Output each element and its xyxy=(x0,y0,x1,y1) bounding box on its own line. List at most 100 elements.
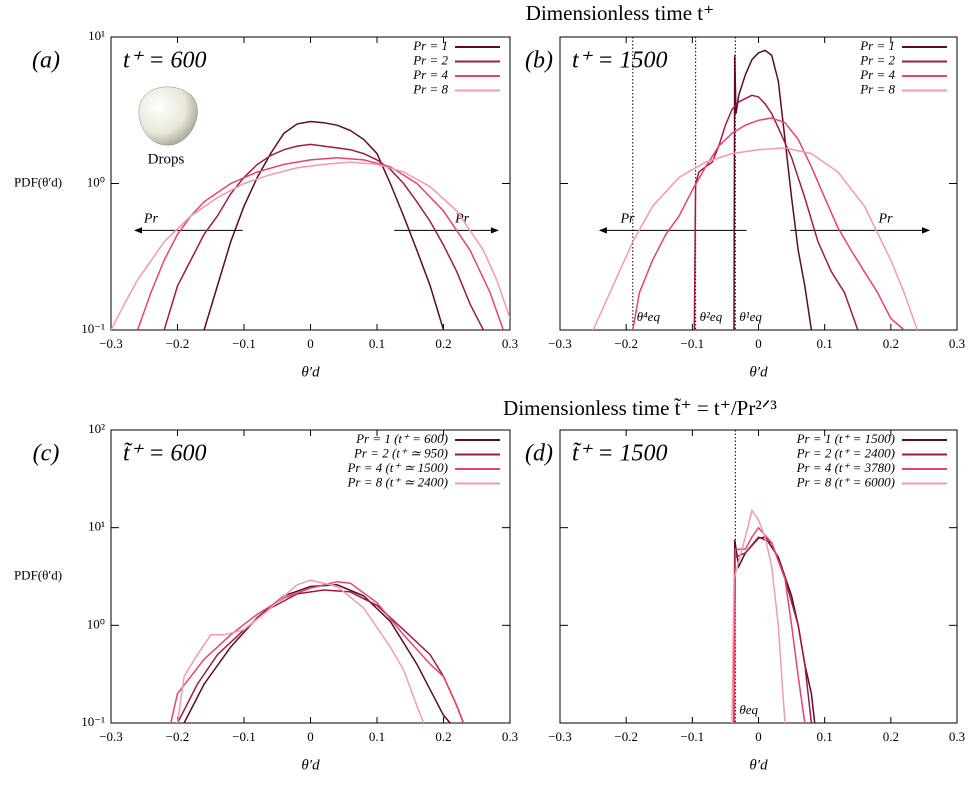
y-tick-label: 10² xyxy=(88,421,105,436)
x-tick-label: −0.2 xyxy=(614,336,638,351)
panel-label: (a) xyxy=(32,48,60,74)
x-axis-label: θ′d xyxy=(301,757,320,773)
pdf-curve xyxy=(592,147,919,330)
x-tick-label: −0.1 xyxy=(681,729,705,744)
plot-area xyxy=(592,49,919,330)
y-tick-label: 10¹ xyxy=(88,519,105,534)
x-tick-label: 0.1 xyxy=(817,336,833,351)
pdf-curve xyxy=(731,508,786,723)
legend-label: Pr = 4 (t⁺ = 3780) xyxy=(796,460,895,475)
x-tick-label: 0 xyxy=(755,336,762,351)
panel-annotation: t̃⁺ = 600 xyxy=(123,441,207,467)
x-tick-label: 0.2 xyxy=(883,336,899,351)
x-axis-label: θ′d xyxy=(749,757,768,773)
x-tick-label: 0 xyxy=(307,729,314,744)
plot-frame xyxy=(110,429,511,724)
y-tick-label: 10⁰ xyxy=(87,616,105,631)
pdf-curve xyxy=(183,584,451,723)
equilibrium-label: θ¹eq xyxy=(739,309,762,324)
pdf-curve xyxy=(170,580,465,723)
pdf-curve xyxy=(176,589,465,723)
legend-label: Pr = 8 (t⁺ = 6000) xyxy=(796,474,895,489)
x-tick-label: 0 xyxy=(307,336,314,351)
heading: Dimensionless time t̃⁺ = t⁺/Pr²ᐟ³ xyxy=(503,396,777,420)
y-axis-label: PDF(θ′d) xyxy=(14,567,62,582)
legend-label: Pr = 1 (t⁺ = 1500) xyxy=(796,431,895,446)
x-tick-label: 0.3 xyxy=(949,336,965,351)
pdf-curve xyxy=(693,94,859,330)
pdf-curve xyxy=(176,579,425,723)
x-tick-label: −0.3 xyxy=(548,729,572,744)
panel-label: (b) xyxy=(525,48,553,74)
x-tick-label: 0.3 xyxy=(502,336,518,351)
pdf-curve xyxy=(733,536,816,723)
x-tick-label: 0.3 xyxy=(502,729,518,744)
plot-area xyxy=(170,579,465,723)
pdf-curve xyxy=(632,117,905,330)
x-axis-label: θ′d xyxy=(301,364,320,380)
panel-label: (d) xyxy=(525,441,553,467)
legend-label: Pr = 2 xyxy=(412,52,448,67)
legend-label: Pr = 1 xyxy=(412,38,448,53)
x-tick-label: −0.2 xyxy=(614,729,638,744)
legend-label: Pr = 4 xyxy=(859,67,895,82)
equilibrium-label: θ²eq xyxy=(700,309,723,324)
x-axis-label: θ′d xyxy=(749,364,768,380)
x-tick-label: 0.2 xyxy=(435,336,451,351)
x-tick-label: 0.3 xyxy=(949,729,965,744)
x-tick-label: −0.1 xyxy=(681,336,705,351)
legend-label: Pr = 1 xyxy=(859,38,895,53)
x-tick-label: −0.3 xyxy=(99,336,123,351)
heading: Dimensionless time t⁺ xyxy=(526,1,714,25)
plot-area xyxy=(731,508,816,723)
legend-label: Pr = 8 xyxy=(412,81,448,96)
plot-area xyxy=(111,120,510,330)
legend-label: Pr = 2 (t⁺ ≃ 950) xyxy=(353,445,448,460)
legend-label: Pr = 1 (t⁺ = 600) xyxy=(355,431,448,446)
panel-annotation: t⁺ = 600 xyxy=(123,48,207,74)
x-tick-label: −0.2 xyxy=(166,729,190,744)
pdf-curve xyxy=(733,536,813,723)
panel-annotation: t̃⁺ = 1500 xyxy=(572,441,668,467)
pdf-curve xyxy=(733,49,813,330)
y-tick-label: 10⁰ xyxy=(87,174,105,189)
legend-label: Pr = 8 xyxy=(859,81,895,96)
plot-frame xyxy=(559,36,958,331)
legend-label: Pr = 2 (t⁺ = 2400) xyxy=(796,445,895,460)
x-tick-label: −0.3 xyxy=(548,336,572,351)
y-tick-label: 10⁻¹ xyxy=(81,714,105,729)
equilibrium-label: θ⁴eq xyxy=(637,309,661,324)
pdf-curve xyxy=(163,143,485,330)
legend-label: Pr = 8 (t⁺ ≃ 2400) xyxy=(346,474,448,489)
pr-arrow-label: Pr xyxy=(619,212,635,227)
plot-frame xyxy=(559,429,958,724)
legend-label: Pr = 4 xyxy=(412,67,448,82)
x-tick-label: 0.1 xyxy=(369,336,385,351)
drop-caption: Drops xyxy=(148,151,185,167)
legend-label: Pr = 4 (t⁺ ≃ 1500) xyxy=(346,460,448,475)
x-tick-label: −0.1 xyxy=(232,729,256,744)
x-tick-label: −0.1 xyxy=(232,336,256,351)
x-tick-label: 0.2 xyxy=(435,729,451,744)
y-tick-label: 10⁻¹ xyxy=(81,321,105,336)
drop-icon xyxy=(138,86,198,146)
pdf-curve xyxy=(203,120,445,330)
panel-label: (c) xyxy=(33,441,60,467)
pr-arrow-label: Pr xyxy=(878,212,894,227)
plot-frame xyxy=(110,36,511,331)
pdf-curve xyxy=(136,156,505,330)
y-axis-label: PDF(θ′d) xyxy=(14,174,62,189)
y-tick-label: 10¹ xyxy=(88,28,105,43)
x-tick-label: 0.2 xyxy=(883,729,899,744)
pr-arrow-label: Pr xyxy=(143,212,159,227)
panel-annotation: t⁺ = 1500 xyxy=(572,48,668,74)
legend-label: Pr = 2 xyxy=(859,52,895,67)
equilibrium-label: θeq xyxy=(739,702,758,717)
x-tick-label: −0.2 xyxy=(166,336,190,351)
x-tick-label: 0 xyxy=(755,729,762,744)
pdf-curve xyxy=(111,161,510,330)
x-tick-label: −0.3 xyxy=(99,729,123,744)
x-tick-label: 0.1 xyxy=(369,729,385,744)
x-tick-label: 0.1 xyxy=(817,729,833,744)
